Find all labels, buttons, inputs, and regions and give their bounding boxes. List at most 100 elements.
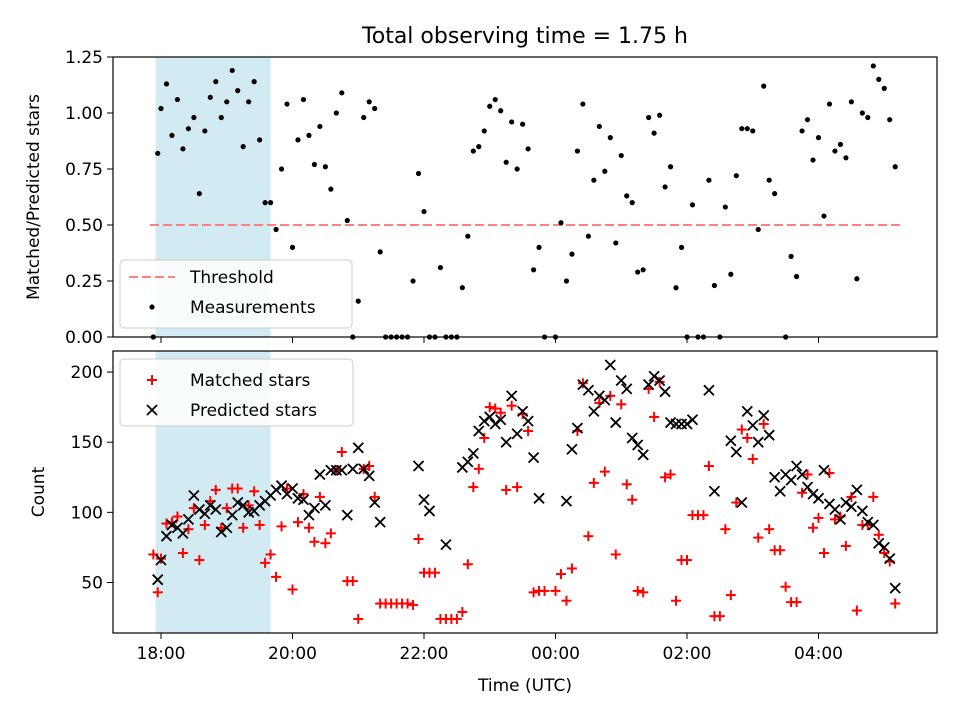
matched-star-point <box>479 432 490 443</box>
predicted-star-point <box>884 553 896 565</box>
x-tick-label: 20:00 <box>268 644 317 664</box>
matched-star-point <box>616 399 627 410</box>
matched-star-point <box>829 514 840 525</box>
measurement-point <box>651 130 657 136</box>
measurement-point <box>174 96 181 103</box>
measurement-point <box>328 186 334 192</box>
predicted-star-point <box>604 359 616 371</box>
matched-star-point <box>347 576 358 587</box>
measurement-point <box>848 99 854 105</box>
matched-star-point <box>561 595 572 606</box>
matched-star-point <box>813 512 824 523</box>
predicted-star-point <box>412 460 425 472</box>
matched-star-point <box>523 425 534 436</box>
matched-star-point <box>501 484 512 495</box>
predicted-star-point <box>856 505 868 517</box>
measurement-point <box>273 226 279 233</box>
measurement-point <box>837 141 844 147</box>
measurement-point <box>246 99 252 105</box>
y-tick-label: 1.00 <box>65 104 103 124</box>
matched-star-point <box>325 528 336 539</box>
predicted-star-point <box>801 481 814 493</box>
matched-star-point <box>698 510 709 521</box>
y-tick-label: 0.25 <box>65 272 103 292</box>
measurement-point <box>514 166 520 172</box>
measurement-point <box>180 146 186 152</box>
measurement-point <box>459 285 465 291</box>
predicted-star-point <box>423 505 436 517</box>
predicted-star-point <box>297 494 310 506</box>
measurement-point <box>218 114 224 121</box>
measurement-points <box>150 63 898 340</box>
matched-legend-swatch <box>147 375 157 385</box>
matched-star-point <box>753 532 764 543</box>
predicted-star-point <box>352 442 364 454</box>
predicted-star-point <box>341 509 353 521</box>
matched-star-point <box>588 477 599 488</box>
measurement-point <box>421 208 427 215</box>
matched-star-point <box>254 519 265 530</box>
predicted-star-point <box>495 414 507 426</box>
measurement-point <box>213 79 219 85</box>
measurement-point <box>155 150 161 156</box>
measurement-point <box>613 240 619 246</box>
predicted-star-point <box>632 439 644 451</box>
predicted-star-point <box>286 482 299 495</box>
y-tick-label: 1.25 <box>65 48 103 68</box>
predicted-star-point <box>319 499 332 511</box>
predicted-star-point <box>347 463 359 475</box>
predicted-star-point <box>369 496 381 509</box>
matched-star-point <box>468 482 479 493</box>
matched-star-point <box>703 461 714 472</box>
measurement-point <box>624 193 630 199</box>
predicted-star-point <box>571 422 584 434</box>
matched-star-point <box>292 517 303 528</box>
matched-star-point <box>265 549 276 560</box>
matched-star-point <box>780 581 791 592</box>
matched-star-point <box>199 519 210 530</box>
measurement-point <box>804 117 811 123</box>
predicted-star-point <box>588 405 600 417</box>
matched-star-point <box>353 613 364 624</box>
predicted-star-point <box>511 428 523 440</box>
matched-star-point <box>369 491 380 502</box>
measurement-point <box>793 273 800 280</box>
matched-star-point <box>818 548 829 559</box>
measurement-point <box>355 298 361 304</box>
measurement-point <box>722 204 728 210</box>
predicted-star-point <box>812 492 825 504</box>
predicted-star-point <box>796 468 808 481</box>
predicted-star-point <box>314 468 326 481</box>
measurement-point <box>843 155 849 161</box>
measurement-point <box>289 244 296 250</box>
measurement-point <box>372 105 378 112</box>
measurement-point <box>163 81 170 87</box>
predicted-star-point <box>736 496 748 509</box>
matched-star-point <box>621 479 632 490</box>
measurement-point <box>169 132 175 138</box>
matched-star-point <box>627 494 638 505</box>
matched-legend-marker <box>147 375 157 385</box>
measurement-point <box>251 79 257 85</box>
predicted-star-point <box>878 541 890 554</box>
bottom-panel-legend: Matched stars Predicted stars <box>119 358 354 427</box>
matched-star-point <box>577 378 588 389</box>
matched-star-point <box>320 538 331 549</box>
matched-star-point <box>654 376 665 387</box>
measurement-point <box>191 114 197 121</box>
predicted-star-point <box>675 418 688 430</box>
measurement-point <box>706 177 712 183</box>
measurement-point <box>662 184 668 190</box>
measurement-point <box>629 200 635 206</box>
y-tick-label: 150 <box>71 433 103 453</box>
matched-star-point <box>408 599 419 610</box>
measurement-point <box>887 117 893 123</box>
top-panel: 0.00 0.25 0.50 0.75 1.00 1.25 Matched/Predict… <box>24 48 938 348</box>
measurement-point <box>761 83 767 89</box>
measurements-legend-swatch <box>149 304 155 310</box>
matched-star-point <box>758 418 769 429</box>
matched-star-point <box>714 611 725 622</box>
predicted-star-point <box>643 379 655 391</box>
measurement-point <box>235 88 241 94</box>
predicted-star-point <box>188 489 200 502</box>
